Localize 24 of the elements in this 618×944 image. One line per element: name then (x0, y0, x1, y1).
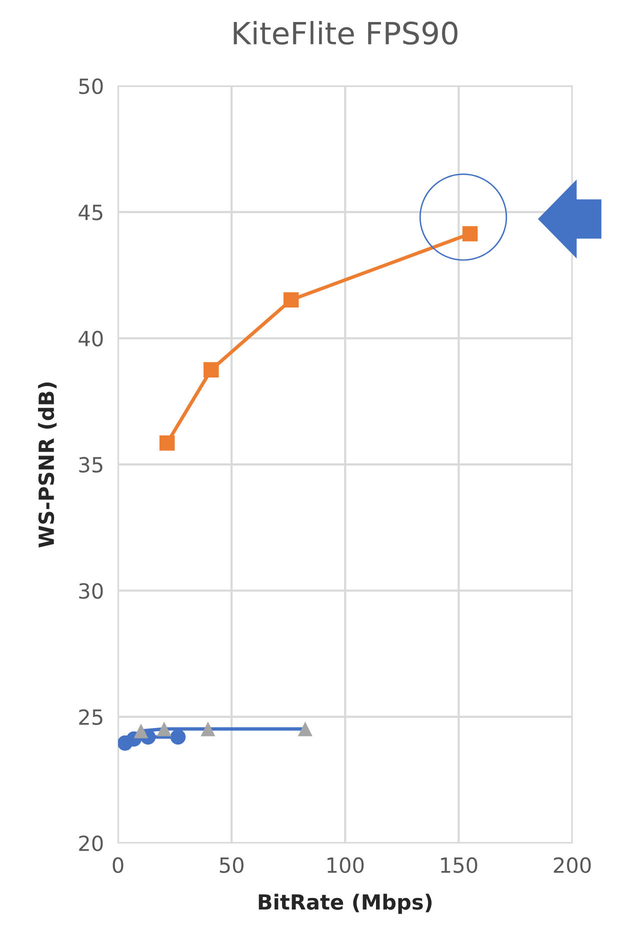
y-tick-label: 20 (79, 835, 103, 852)
y-axis-title: WS-PSNR (dB) (38, 382, 57, 548)
point (298, 722, 312, 736)
point (462, 226, 478, 242)
point (204, 362, 219, 378)
y-tick-label: 30 (79, 583, 103, 599)
x-tick-label: 50 (220, 857, 244, 874)
point (159, 435, 175, 451)
x-tick-label: 100 (328, 857, 364, 874)
point (134, 724, 148, 738)
point (283, 292, 299, 308)
point (200, 722, 216, 736)
y-tick-label: 35 (79, 456, 102, 473)
point (170, 729, 186, 745)
x-axis-title: BitRate (Mbps) (258, 894, 432, 914)
x-tick-label: 200 (554, 857, 591, 874)
point (156, 722, 172, 736)
y-tick-label: 40 (78, 330, 103, 346)
y-tick-label: 45 (78, 204, 102, 220)
x-tick-label: 150 (441, 857, 478, 874)
y-tick-label: 25 (79, 709, 102, 726)
chart-title: KiteFlite FPS90 (234, 21, 458, 45)
x-tick-label: 0 (112, 857, 124, 874)
y-tick-label: 50 (79, 78, 103, 94)
